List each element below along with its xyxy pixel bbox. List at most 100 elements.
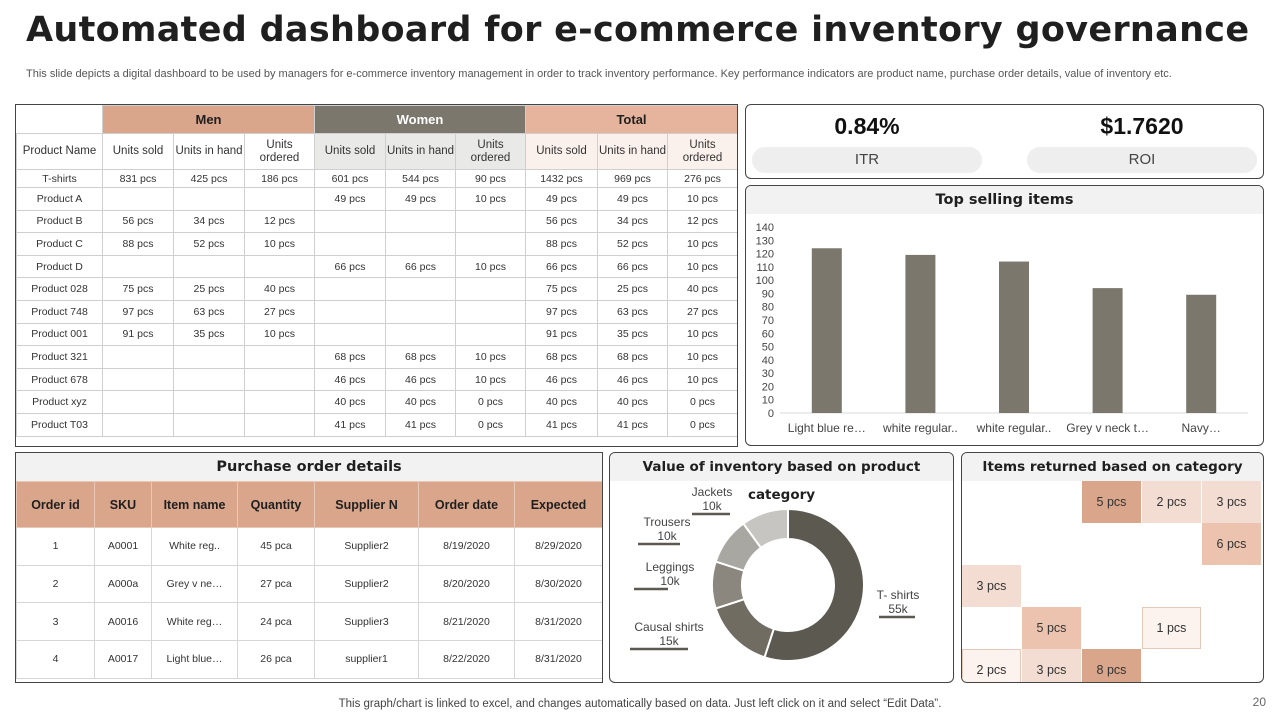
- table-cell: 40 pcs: [525, 390, 598, 414]
- x-tick-label: Grey v neck t…: [1066, 421, 1149, 435]
- table-cell: [385, 299, 456, 324]
- table-cell: [455, 232, 526, 256]
- table-cell: 46 pcs: [597, 367, 668, 392]
- top-selling-title: Top selling items: [746, 186, 1263, 214]
- table-cell: 0 pcs: [455, 412, 526, 437]
- table-cell: 40 pcs: [314, 390, 386, 414]
- table-row: Product xyz 40 pcs 40 pcs 0 pcs 40 pcs 40 pcs…: [16, 390, 737, 414]
- bar[interactable]: [811, 248, 842, 413]
- table-cell: 1: [16, 527, 95, 566]
- table-cell: 10 pcs: [455, 254, 526, 279]
- returned-cell: 5 pcs: [1022, 607, 1081, 649]
- table-cell: 66 pcs: [385, 254, 456, 279]
- po-column-header: SKU: [94, 481, 152, 528]
- product-name-cell: Product T03: [16, 412, 103, 437]
- table-cell: 49 pcs: [385, 187, 456, 211]
- product-name-cell: Product 678: [16, 367, 103, 392]
- slice-value-label: 10k: [702, 499, 722, 513]
- table-cell: [455, 299, 526, 324]
- returns-grid: 5 pcs 2 pcs 3 pcs 6 pcs 3 pcs 5 pcs 1 pcs 2 pcs…: [962, 481, 1263, 682]
- kpi-roi: $1.7620 ROI: [1027, 113, 1257, 173]
- table-cell: 52 pcs: [173, 232, 245, 256]
- table-cell: 66 pcs: [597, 254, 668, 279]
- column-header-total-hand: Units in hand: [597, 133, 668, 170]
- table-row: Product 321 68 pcs 68 pcs 10 pcs 68 pcs 68 pc…: [16, 345, 737, 369]
- table-cell: [455, 277, 526, 301]
- y-tick-label: 120: [756, 249, 774, 261]
- returned-cell: 5 pcs: [1082, 481, 1141, 523]
- table-cell: 26 pca: [237, 640, 315, 679]
- table-cell: [244, 187, 315, 211]
- returned-cell: 2 pcs: [962, 649, 1021, 682]
- po-column-header: Quantity: [237, 481, 315, 528]
- table-cell: 425 pcs: [173, 169, 245, 188]
- column-header-product: Product Name: [16, 133, 103, 170]
- table-row: T-shirts 831 pcs 425 pcs 186 pcs 601 pcs 544 …: [16, 169, 737, 188]
- table-cell: 8/20/2020: [418, 564, 515, 604]
- table-cell: [244, 254, 315, 279]
- table-cell: 1432 pcs: [525, 169, 598, 188]
- table-corner: [16, 105, 103, 134]
- table-cell: 68 pcs: [525, 345, 598, 369]
- table-cell: 10 pcs: [666, 254, 737, 279]
- returned-cell: 3 pcs: [1202, 481, 1261, 523]
- table-cell: White reg..: [151, 527, 238, 566]
- kpi-roi-label: ROI: [1027, 147, 1257, 173]
- purchase-orders-title: Purchase order details: [16, 453, 602, 481]
- y-tick-label: 50: [762, 342, 774, 354]
- x-tick-label: white regular..: [976, 421, 1052, 435]
- table-cell: [455, 209, 526, 234]
- table-cell: 601 pcs: [314, 169, 386, 188]
- table-row: 4 A0017 Light blue… 26 pca supplier1 8/22/202…: [16, 640, 602, 679]
- bar[interactable]: [999, 261, 1029, 413]
- table-cell: 56 pcs: [525, 209, 598, 234]
- product-name-cell: Product 748: [16, 299, 103, 324]
- table-cell: 10 pcs: [666, 187, 737, 211]
- bar[interactable]: [1186, 294, 1217, 413]
- table-cell: 10 pcs: [244, 232, 315, 256]
- donut-slice[interactable]: [763, 507, 865, 662]
- y-tick-label: 100: [756, 275, 774, 287]
- kpi-itr-value: 0.84%: [834, 113, 900, 139]
- page-title: Automated dashboard for e-commerce inven…: [26, 10, 1250, 50]
- y-tick-label: 0: [768, 408, 774, 420]
- bar[interactable]: [1092, 288, 1123, 413]
- table-cell: 41 pcs: [385, 412, 456, 437]
- table-cell: [173, 254, 245, 279]
- donut-slice[interactable]: [714, 597, 776, 659]
- column-header-men-hand: Units in hand: [173, 133, 245, 170]
- table-cell: 969 pcs: [597, 169, 668, 188]
- inventory-table-panel: Men Women Total Product Name Units sold …: [15, 104, 738, 447]
- table-cell: 66 pcs: [314, 254, 386, 279]
- table-cell: 8/30/2020: [514, 564, 602, 604]
- table-cell: White reg…: [151, 602, 238, 642]
- table-cell: 63 pcs: [173, 299, 245, 324]
- table-cell: 88 pcs: [102, 232, 174, 256]
- purchase-orders-table: Order id SKU Item name Quantity Supplier N Or…: [16, 481, 602, 679]
- inventory-value-title: Value of inventory based on product cate…: [610, 453, 953, 503]
- table-cell: 10 pcs: [666, 367, 737, 392]
- table-cell: 97 pcs: [525, 299, 598, 324]
- table-cell: 10 pcs: [666, 322, 737, 347]
- table-cell: [173, 345, 245, 369]
- table-row: Product 001 91 pcs 35 pcs 10 pcs 91 pcs 35 pc…: [16, 322, 737, 347]
- product-name-cell: Product D: [16, 254, 103, 279]
- table-cell: 46 pcs: [525, 367, 598, 392]
- donut-slice[interactable]: [741, 507, 789, 550]
- page-subtitle: This slide depicts a digital dashboard t…: [26, 68, 1172, 80]
- table-cell: 88 pcs: [525, 232, 598, 256]
- top-selling-panel: Top selling items 0 10 20 30 40 50 60 70 80 90 100…: [745, 185, 1264, 446]
- column-header-women-ordered: Units ordered: [455, 133, 526, 170]
- slice-label: Causal shirts: [634, 620, 703, 634]
- table-cell: 10 pcs: [455, 345, 526, 369]
- table-cell: 25 pcs: [173, 277, 245, 301]
- table-row: 1 A0001 White reg.. 45 pca Supplier2 8/19/202…: [16, 527, 602, 566]
- table-cell: [102, 254, 174, 279]
- table-cell: 186 pcs: [244, 169, 315, 188]
- bar[interactable]: [905, 254, 936, 413]
- group-header-men: Men: [102, 105, 315, 134]
- table-cell: Light blue…: [151, 640, 238, 679]
- returns-panel: Items returned based on category 5 pcs 2 …: [961, 452, 1264, 683]
